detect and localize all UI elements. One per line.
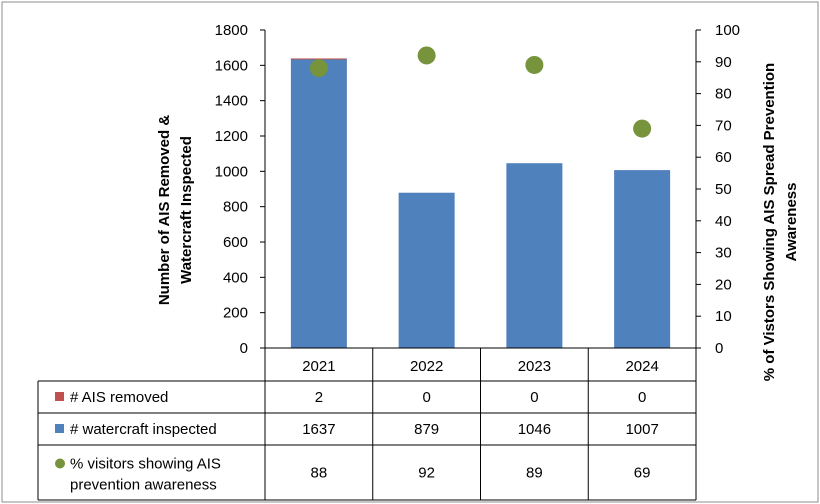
bar-watercraft-inspected	[506, 163, 563, 348]
table-cell-value: 89	[526, 465, 543, 482]
table-cell-value: 1046	[518, 421, 551, 438]
bar-watercraft-inspected	[290, 58, 347, 349]
legend-key-square	[55, 424, 64, 433]
left-tick-label: 1600	[215, 57, 248, 74]
awareness-point	[525, 55, 544, 74]
right-axis-title-line: Awareness	[783, 183, 800, 262]
table-cell-value: 1007	[625, 421, 658, 438]
left-axis-title: Number of AIS Removed & Watercraft Inspec…	[156, 115, 195, 305]
table-row-label: prevention awareness	[70, 477, 217, 494]
legend-key-square	[55, 392, 64, 401]
right-tick-label: 30	[715, 245, 732, 262]
left-tick-label: 200	[223, 305, 248, 322]
category-label: 2022	[410, 358, 443, 375]
category-label: 2023	[518, 358, 551, 375]
bar-watercraft-inspected	[398, 192, 455, 348]
table-cell-value: 0	[530, 389, 538, 406]
category-label: 2024	[625, 358, 658, 375]
right-tick-label: 90	[715, 54, 732, 71]
right-tick-label: 80	[715, 86, 732, 103]
awareness-point	[309, 59, 328, 78]
table-cell-value: 88	[311, 465, 328, 482]
left-axis-title-line: Number of AIS Removed &	[156, 115, 173, 305]
right-tick-label: 100	[715, 22, 740, 39]
table-cell-value: 0	[422, 389, 430, 406]
table-row-label: % visitors showing AIS	[70, 456, 221, 473]
left-tick-label: 600	[223, 234, 248, 251]
left-tick-label: 800	[223, 199, 248, 216]
left-axis-title-line: Watercraft Inspected	[178, 136, 195, 284]
awareness-point	[417, 46, 436, 65]
table-row-label: # AIS removed	[70, 389, 168, 406]
right-tick-label: 60	[715, 149, 732, 166]
awareness-point	[633, 119, 652, 138]
right-tick-label: 70	[715, 117, 732, 134]
right-tick-label: 50	[715, 181, 732, 198]
right-tick-label: 0	[715, 340, 723, 357]
table-cell-value: 69	[634, 465, 651, 482]
table-cell-value: 1637	[302, 421, 335, 438]
table-cell-value: 879	[414, 421, 439, 438]
left-tick-label: 1000	[215, 163, 248, 180]
right-tick-label: 10	[715, 308, 732, 325]
left-tick-label: 400	[223, 269, 248, 286]
left-tick-label: 0	[240, 340, 248, 357]
bar-ais-removed	[290, 58, 347, 60]
right-tick-label: 40	[715, 213, 732, 230]
right-axis-title: % of Vistors Showing AIS Spread Preventi…	[761, 63, 800, 381]
legend-key-dot	[55, 458, 65, 469]
left-tick-label: 1200	[215, 128, 248, 145]
table-cell-value: 0	[638, 389, 646, 406]
left-tick-label: 1400	[215, 93, 248, 110]
right-axis-title-line: % of Vistors Showing AIS Spread Preventi…	[761, 63, 778, 381]
table-cell-value: 2	[315, 389, 323, 406]
bar-watercraft-inspected	[614, 170, 671, 348]
table-cell-value: 92	[418, 465, 435, 482]
category-label: 2021	[302, 358, 335, 375]
table-row-label: # watercraft inspected	[70, 421, 217, 438]
right-tick-label: 20	[715, 276, 732, 293]
left-tick-label: 1800	[215, 22, 248, 39]
